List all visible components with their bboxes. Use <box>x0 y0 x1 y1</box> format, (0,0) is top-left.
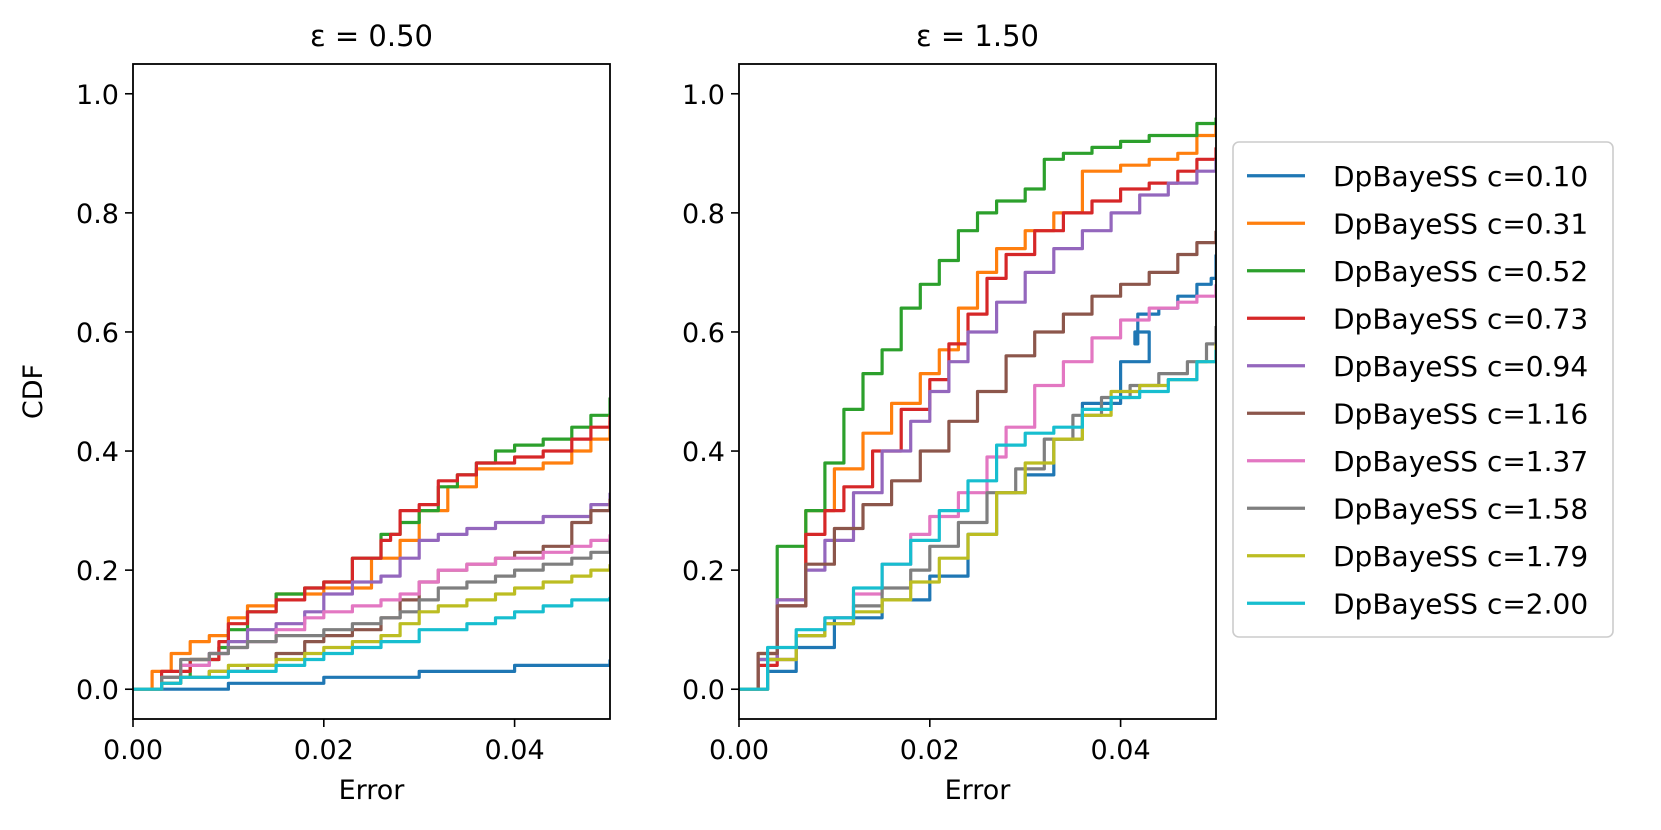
panel-epsilon-0-50: 0.00 0.02 0.04 0.0 0.2 0.4 0.6 0.8 1.0 ε = 0.50 Er… <box>18 19 611 806</box>
panel-title: ε = 0.50 <box>310 19 433 53</box>
series-line-dpbayess-c-1-79 <box>133 564 610 691</box>
legend-label: DpBayeSS c=1.58 <box>1333 492 1588 525</box>
x-axis-label: Error <box>945 775 1012 806</box>
x-tick-label: 0.04 <box>1091 735 1151 766</box>
legend-label: DpBayeSS c=1.79 <box>1333 540 1588 573</box>
series-line-dpbayess-c-0-73 <box>133 415 610 691</box>
series-line-dpbayess-c-0-94 <box>739 159 1216 691</box>
series-line-dpbayess-c-1-58 <box>133 540 610 691</box>
y-tick-label: 0.8 <box>682 199 725 230</box>
x-tick-label: 0.02 <box>294 735 354 766</box>
legend-label: DpBayeSS c=2.00 <box>1333 587 1588 620</box>
y-tick-label: 0.2 <box>76 556 119 587</box>
series-line-dpbayess-c-2-00 <box>739 349 1216 691</box>
x-tick-label: 0.00 <box>103 735 163 766</box>
legend-label: DpBayeSS c=0.31 <box>1333 207 1588 240</box>
legend-box <box>1232 141 1614 638</box>
x-tick-label: 0.02 <box>900 735 960 766</box>
panel-epsilon-1-50: 0.00 0.02 0.04 0.0 0.2 0.4 0.6 0.8 1.0 ε = 1.50 Er… <box>682 19 1217 806</box>
legend-label: DpBayeSS c=0.52 <box>1333 255 1588 288</box>
series-line-dpbayess-c-0-10 <box>133 659 610 691</box>
series-line-dpbayess-c-0-52 <box>739 117 1216 691</box>
legend: DpBayeSS c=0.10 DpBayeSS c=0.31 DpBayeSS c… <box>1232 141 1614 638</box>
x-tick-label: 0.00 <box>709 735 769 766</box>
series-line-dpbayess-c-0-73 <box>739 147 1216 691</box>
series-line-dpbayess-c-0-52 <box>133 397 610 691</box>
plot-frame <box>738 63 1217 720</box>
y-tick-label: 0.4 <box>682 437 725 468</box>
y-tick-label: 1.0 <box>682 80 725 111</box>
panel-title: ε = 1.50 <box>916 19 1039 53</box>
legend-label: DpBayeSS c=1.16 <box>1333 397 1588 430</box>
series-line-dpbayess-c-1-16 <box>739 230 1216 691</box>
plot-frame <box>132 63 611 720</box>
y-tick-label: 0.0 <box>76 675 119 706</box>
legend-label: DpBayeSS c=0.10 <box>1333 160 1588 193</box>
y-tick-label: 0.2 <box>682 556 725 587</box>
legend-label: DpBayeSS c=1.37 <box>1333 445 1588 478</box>
y-tick-label: 1.0 <box>76 80 119 111</box>
y-tick-label: 0.4 <box>76 437 119 468</box>
y-tick-label: 0.6 <box>76 318 119 349</box>
y-axis-label: CDF <box>18 364 49 419</box>
legend-label: DpBayeSS c=0.73 <box>1333 302 1588 335</box>
series-line-dpbayess-c-0-31 <box>133 421 610 691</box>
x-tick-label: 0.04 <box>485 735 545 766</box>
x-axis-label: Error <box>339 775 406 806</box>
series-line-dpbayess-c-2-00 <box>133 596 610 691</box>
y-tick-label: 0.8 <box>76 199 119 230</box>
y-tick-label: 0.6 <box>682 318 725 349</box>
legend-label: DpBayeSS c=0.94 <box>1333 350 1588 383</box>
y-tick-label: 0.0 <box>682 675 725 706</box>
